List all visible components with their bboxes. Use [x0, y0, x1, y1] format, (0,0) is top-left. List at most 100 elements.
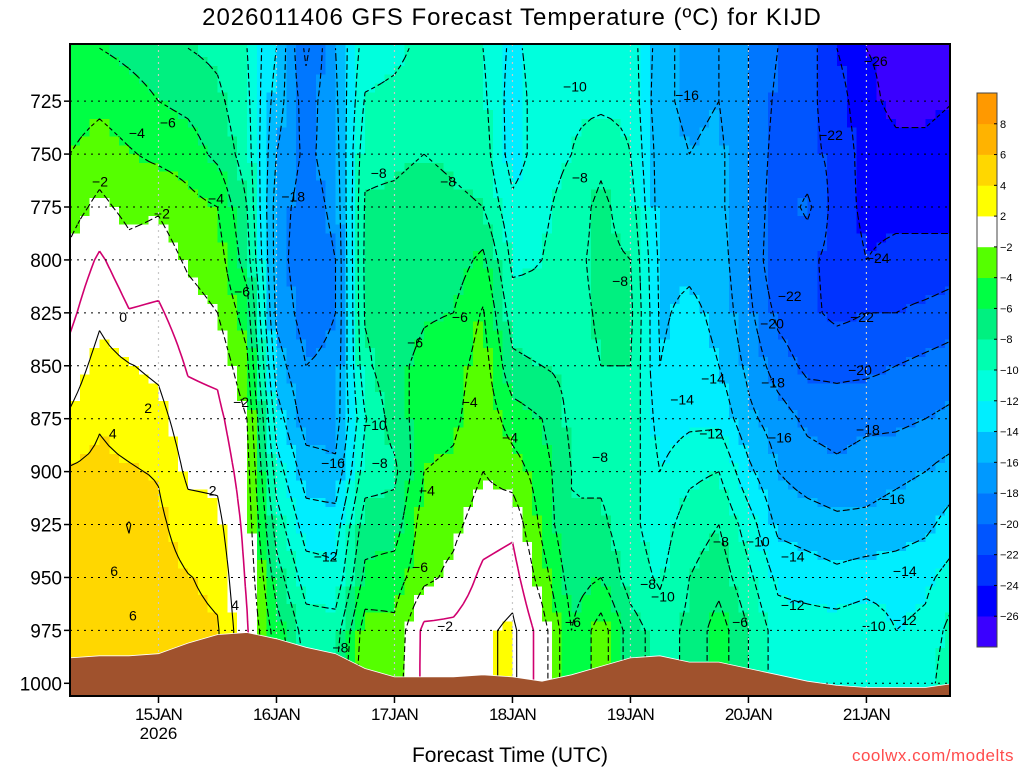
heatmap-cell — [738, 489, 749, 499]
heatmap-cell — [492, 268, 504, 279]
heatmap-cell — [315, 356, 327, 367]
heatmap-cell — [689, 242, 700, 252]
heatmap-cell — [247, 515, 258, 526]
heatmap-cell — [178, 506, 189, 517]
heatmap-cell — [610, 524, 622, 534]
heatmap-cell — [129, 339, 140, 349]
heatmap-cell — [247, 621, 258, 631]
heatmap-cell — [266, 215, 277, 226]
heatmap-cell — [256, 74, 268, 85]
heatmap-cell — [630, 515, 641, 526]
heatmap-cell — [414, 268, 425, 279]
heatmap-cell — [542, 480, 553, 490]
heatmap-cell — [247, 180, 258, 190]
heatmap-cell — [79, 401, 91, 411]
heatmap-cell — [286, 207, 297, 217]
heatmap-cell — [306, 445, 317, 455]
heatmap-cell — [227, 339, 238, 349]
heatmap-cell — [738, 286, 749, 296]
heatmap-cell — [197, 568, 209, 578]
heatmap-cell — [168, 118, 179, 129]
heatmap-cell — [551, 498, 563, 508]
heatmap-cell — [679, 207, 690, 217]
heatmap-cell — [718, 365, 730, 376]
heatmap-cell — [227, 268, 238, 279]
heatmap-cell — [296, 542, 307, 552]
heatmap-cell — [659, 65, 671, 76]
heatmap-cell — [335, 330, 346, 340]
heatmap-cell — [138, 118, 150, 129]
heatmap-cell — [610, 268, 622, 279]
heatmap-cell — [227, 136, 238, 146]
heatmap-cell — [522, 127, 533, 137]
heatmap-cell — [414, 74, 425, 85]
heatmap-cell — [650, 295, 661, 305]
heatmap-cell — [532, 427, 543, 437]
heatmap-cell — [738, 551, 749, 561]
heatmap-cell — [738, 348, 749, 358]
heatmap-cell — [99, 559, 110, 570]
heatmap-cell — [738, 480, 749, 490]
heatmap-cell — [542, 524, 553, 534]
heatmap-cell — [640, 74, 651, 85]
heatmap-cell — [247, 524, 258, 534]
heatmap-cell — [404, 348, 415, 358]
heatmap-cell — [374, 162, 386, 173]
heatmap-cell — [679, 57, 690, 67]
heatmap-cell — [581, 542, 592, 552]
heatmap-cell — [188, 498, 199, 508]
heatmap-cell — [728, 44, 740, 58]
heatmap-cell — [414, 348, 425, 358]
heatmap-cell — [247, 304, 258, 314]
heatmap-cell — [581, 110, 592, 120]
heatmap-cell — [512, 242, 523, 252]
heatmap-cell — [335, 189, 346, 199]
heatmap-cell — [384, 506, 395, 517]
heatmap-cell — [266, 207, 277, 217]
heatmap-cell — [335, 551, 346, 561]
heatmap-cell — [325, 506, 336, 517]
heatmap-cell — [119, 101, 130, 111]
heatmap-cell — [414, 427, 425, 437]
heatmap-cell — [483, 656, 494, 667]
heatmap-cell — [699, 348, 710, 358]
heatmap-cell — [197, 436, 209, 446]
heatmap-cell — [522, 480, 533, 490]
heatmap-cell — [306, 83, 317, 93]
heatmap-cell — [138, 110, 150, 120]
heatmap-cell — [492, 356, 504, 367]
heatmap-cell — [728, 145, 740, 155]
heatmap-cell — [129, 577, 140, 587]
heatmap-cell — [394, 409, 405, 420]
heatmap-cell — [207, 401, 219, 411]
heatmap-cell — [99, 92, 110, 102]
heatmap-cell — [561, 74, 572, 85]
heatmap-cell — [512, 83, 523, 93]
heatmap-cell — [542, 595, 553, 605]
heatmap-cell — [394, 524, 405, 534]
heatmap-cell — [443, 189, 454, 199]
heatmap-cell — [355, 162, 366, 173]
heatmap-cell — [650, 648, 661, 658]
heatmap-cell — [325, 162, 336, 173]
heatmap-cell — [502, 233, 513, 243]
heatmap-cell — [296, 233, 307, 243]
heatmap-cell — [355, 480, 366, 490]
heatmap-cell — [129, 92, 140, 102]
heatmap-cell — [591, 242, 602, 252]
heatmap-cell — [600, 198, 612, 208]
heatmap-cell — [659, 462, 671, 473]
heatmap-cell — [384, 356, 395, 367]
heatmap-cell — [276, 515, 287, 526]
heatmap-cell — [689, 286, 700, 296]
heatmap-cell — [571, 74, 582, 85]
heatmap-cell — [738, 154, 749, 164]
heatmap-cell — [247, 74, 258, 85]
heatmap-cell — [591, 83, 602, 93]
heatmap-cell — [188, 445, 199, 455]
heatmap-cell — [571, 189, 582, 199]
heatmap-cell — [384, 162, 395, 173]
heatmap-cell — [355, 251, 366, 261]
heatmap-cell — [453, 471, 464, 481]
heatmap-cell — [709, 418, 720, 429]
